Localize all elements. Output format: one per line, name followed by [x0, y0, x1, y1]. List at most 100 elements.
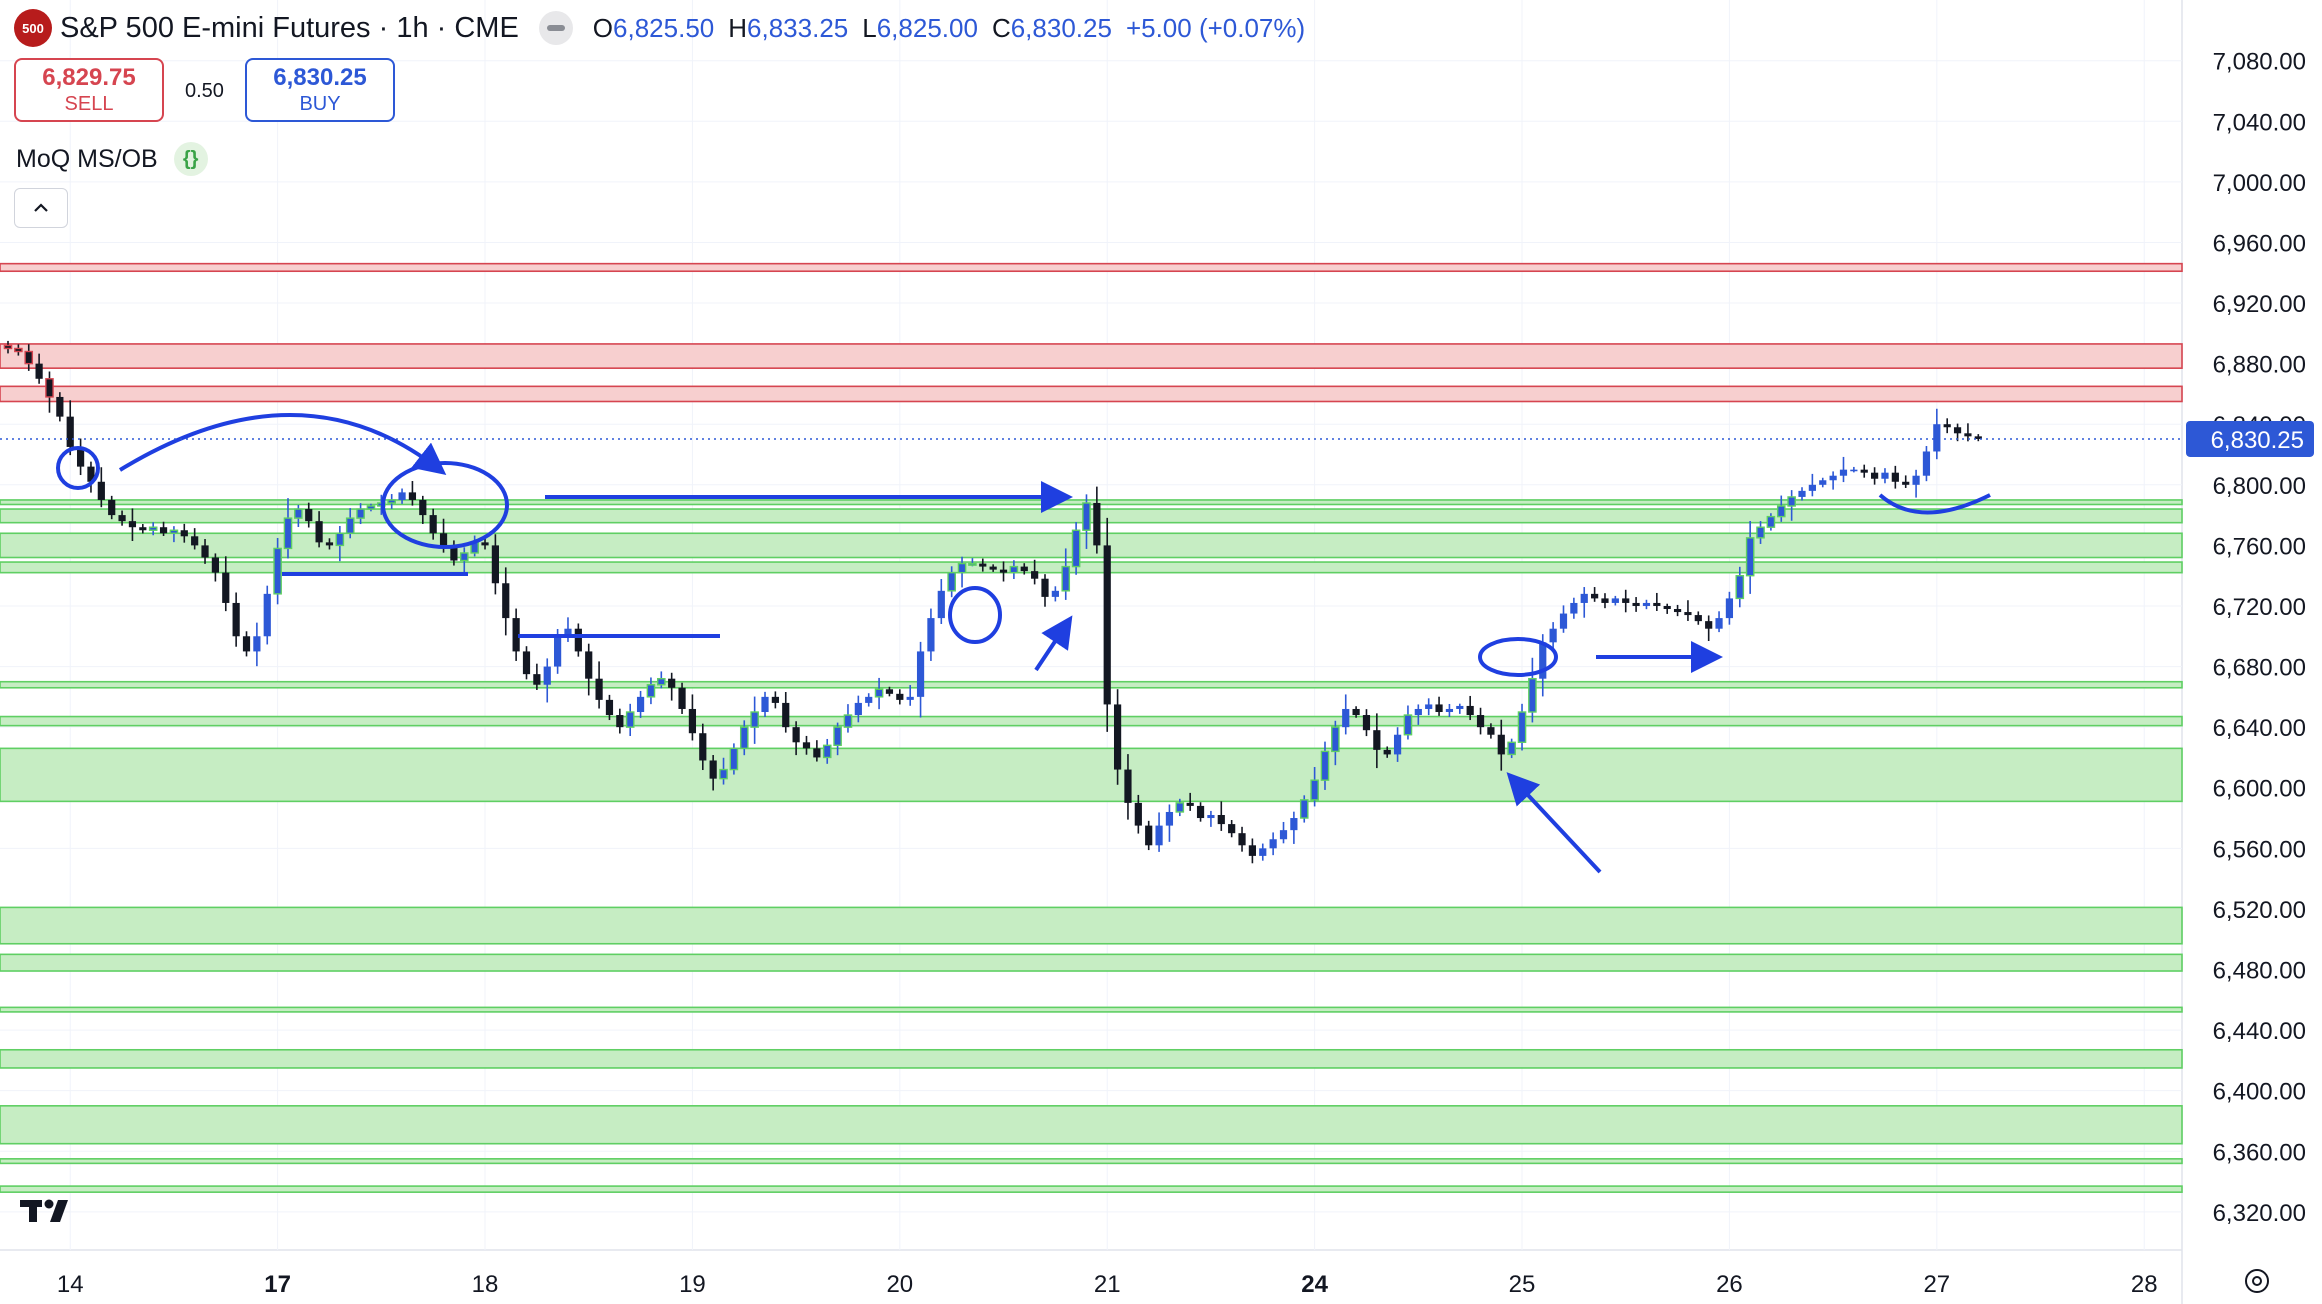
candle-body — [1539, 642, 1547, 679]
candle-body — [1207, 815, 1215, 819]
candle-body — [1320, 750, 1330, 781]
bullish-order-block — [0, 508, 2183, 524]
candle-body — [1279, 830, 1288, 840]
bearish-order-block — [0, 343, 2183, 369]
price-tick-label: 6,440.00 — [2213, 1018, 2306, 1045]
annotation-arrow — [1034, 615, 1073, 672]
price-tick-label: 6,400.00 — [2213, 1079, 2306, 1106]
bullish-order-block — [0, 1105, 2183, 1145]
candle-body — [66, 416, 74, 447]
candle-body — [1850, 469, 1858, 472]
market-status-icon[interactable] — [538, 11, 573, 45]
candle-body — [1248, 845, 1256, 856]
symbol-title[interactable]: S&P 500 E-mini Futures · 1h · CME — [60, 11, 519, 44]
candle-body — [802, 742, 811, 749]
curly-braces-icon[interactable]: {} — [173, 142, 208, 176]
candle-body — [419, 499, 427, 516]
candle-body — [1839, 469, 1848, 476]
annotation-swoosh — [1878, 493, 1991, 515]
candle-body — [87, 466, 95, 482]
candle-body — [957, 562, 967, 574]
candle-body — [305, 509, 313, 522]
candle-body — [512, 618, 520, 652]
candle-body — [657, 677, 666, 686]
candle-body — [813, 748, 821, 758]
time-tick-label: 17 — [264, 1271, 291, 1298]
candle-body — [56, 396, 64, 417]
candle-body — [1912, 475, 1920, 485]
buy-button[interactable]: 6,830.25 BUY — [245, 58, 395, 122]
chart-settings-button[interactable] — [2238, 1262, 2276, 1300]
candle-body — [1591, 593, 1599, 599]
candle-body — [35, 363, 43, 379]
candle-body — [782, 702, 790, 728]
bullish-order-block — [0, 532, 2183, 559]
candle-body — [1393, 734, 1402, 755]
time-tick-label: 27 — [1923, 1271, 1950, 1298]
candle-body — [1673, 609, 1682, 613]
price-tick-label: 6,480.00 — [2213, 958, 2306, 985]
candle-body — [989, 566, 997, 570]
time-tick-label: 28 — [2131, 1271, 2158, 1298]
time-axis[interactable]: 14 17 18 19 20 21 24 25 26 27 28 — [57, 1271, 2158, 1298]
current-price-line: 6,830.25 — [0, 420, 2314, 457]
bullish-order-block — [0, 1048, 2183, 1069]
candle-body — [1715, 618, 1723, 629]
price-tick-label: 6,640.00 — [2213, 715, 2306, 742]
indicator-name[interactable]: MoQ MS/OB — [16, 144, 158, 173]
candle-body — [1020, 566, 1028, 572]
candle-body — [1642, 602, 1651, 606]
price-tick-label: 6,880.00 — [2213, 352, 2306, 379]
candle-body — [896, 693, 904, 700]
candle-body — [1373, 730, 1381, 750]
time-tick-label: 18 — [472, 1271, 499, 1298]
candle-body — [232, 602, 240, 637]
candle-body — [1933, 424, 1941, 452]
candle-body — [3, 344, 13, 350]
candle-body — [387, 499, 396, 504]
current-price-label: 6,830.25 — [2211, 427, 2304, 454]
collapse-legend-button[interactable] — [14, 188, 68, 228]
symbol-logo-icon[interactable]: 500 — [14, 9, 52, 47]
candle-body — [937, 590, 945, 619]
candle-body — [1766, 515, 1776, 528]
candle-body — [1953, 427, 1962, 434]
candle-body — [719, 768, 728, 780]
sell-button[interactable]: 6,829.75 SELL — [14, 58, 164, 122]
candle-body — [201, 545, 209, 558]
bullish-order-block — [0, 499, 2183, 506]
annotation-circle — [948, 586, 1002, 644]
candle-body — [750, 711, 759, 728]
tradingview-logo-icon[interactable] — [20, 1196, 84, 1226]
candle-body — [1342, 708, 1350, 728]
candle-body — [595, 678, 603, 700]
candle-body — [1808, 484, 1816, 491]
gear-icon — [2245, 1269, 2269, 1293]
candle-body — [1165, 811, 1174, 826]
candle-body — [459, 552, 469, 562]
candle-body — [429, 515, 437, 534]
candle-body — [1922, 451, 1931, 476]
candle-body — [211, 557, 219, 573]
price-axis[interactable]: 7,080.00 7,040.00 7,000.00 6,960.00 6,920.00… — [2213, 49, 2306, 1227]
time-tick-label: 21 — [1094, 1271, 1121, 1298]
time-tick-label: 26 — [1716, 1271, 1743, 1298]
time-tick-label: 25 — [1509, 1271, 1536, 1298]
price-tick-label: 6,800.00 — [2213, 473, 2306, 500]
candle-body — [1798, 490, 1806, 497]
bullish-order-block — [0, 747, 2183, 803]
candle-body — [1580, 593, 1588, 603]
candle-body — [1735, 574, 1745, 600]
candle-body — [1414, 708, 1422, 716]
candle-body — [1299, 799, 1309, 819]
candle-body — [1009, 565, 1019, 574]
candle-body — [1787, 496, 1796, 507]
candle-body — [1383, 749, 1391, 755]
candle-body — [1517, 711, 1527, 744]
candle-body — [1445, 708, 1454, 713]
bullish-order-block — [0, 1006, 2183, 1013]
candle-body — [1487, 727, 1495, 735]
candle-body — [709, 760, 717, 779]
candle-body — [1881, 472, 1889, 479]
